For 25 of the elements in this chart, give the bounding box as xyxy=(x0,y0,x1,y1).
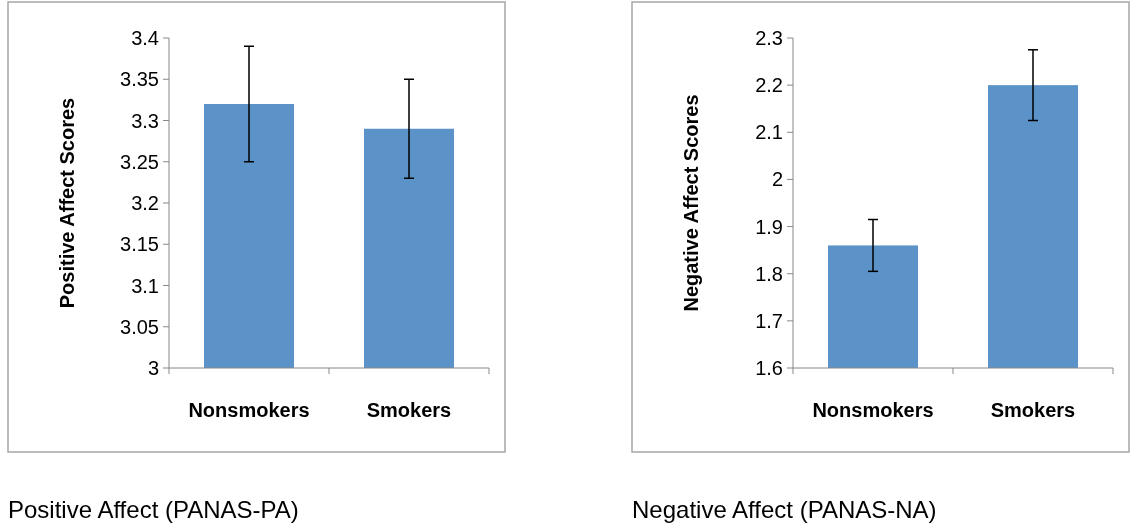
y-tick-label: 3.15 xyxy=(120,233,159,256)
y-tick-label: 2.1 xyxy=(755,121,783,144)
y-tick-label: 3.05 xyxy=(120,315,159,338)
y-tick-label: 2.2 xyxy=(755,74,783,97)
y-tick-label: 1.6 xyxy=(755,357,783,379)
y-axis-title: Positive Affect Scores xyxy=(56,97,78,309)
y-tick-label: 1.9 xyxy=(755,215,783,238)
y-tick-label: 3.3 xyxy=(131,109,159,132)
y-axis-title: Negative Affect Scores xyxy=(680,94,702,312)
y-tick-label: 3.35 xyxy=(120,68,159,91)
y-tick-label: 3.2 xyxy=(131,192,159,214)
x-tick-label: Nonsmokers xyxy=(812,399,934,421)
text: Negative Affect (PANAS-NA) xyxy=(632,496,937,523)
y-tick-label: 3.1 xyxy=(131,274,159,297)
y-tick-label: 3 xyxy=(147,357,159,379)
text: Positive Affect (PANAS-PA) xyxy=(8,496,299,523)
y-tick-label: 2.3 xyxy=(755,27,783,49)
y-tick-label: 1.7 xyxy=(755,309,783,332)
x-tick-label: Nonsmokers xyxy=(188,399,310,421)
y-tick-label: 3.25 xyxy=(120,150,159,173)
y-tick-label: 2 xyxy=(771,168,783,191)
x-tick-label: Smokers xyxy=(366,399,452,421)
y-tick-label: 1.8 xyxy=(755,262,783,285)
y-tick-label: 3.4 xyxy=(131,27,159,49)
x-tick-label: Smokers xyxy=(990,399,1076,421)
